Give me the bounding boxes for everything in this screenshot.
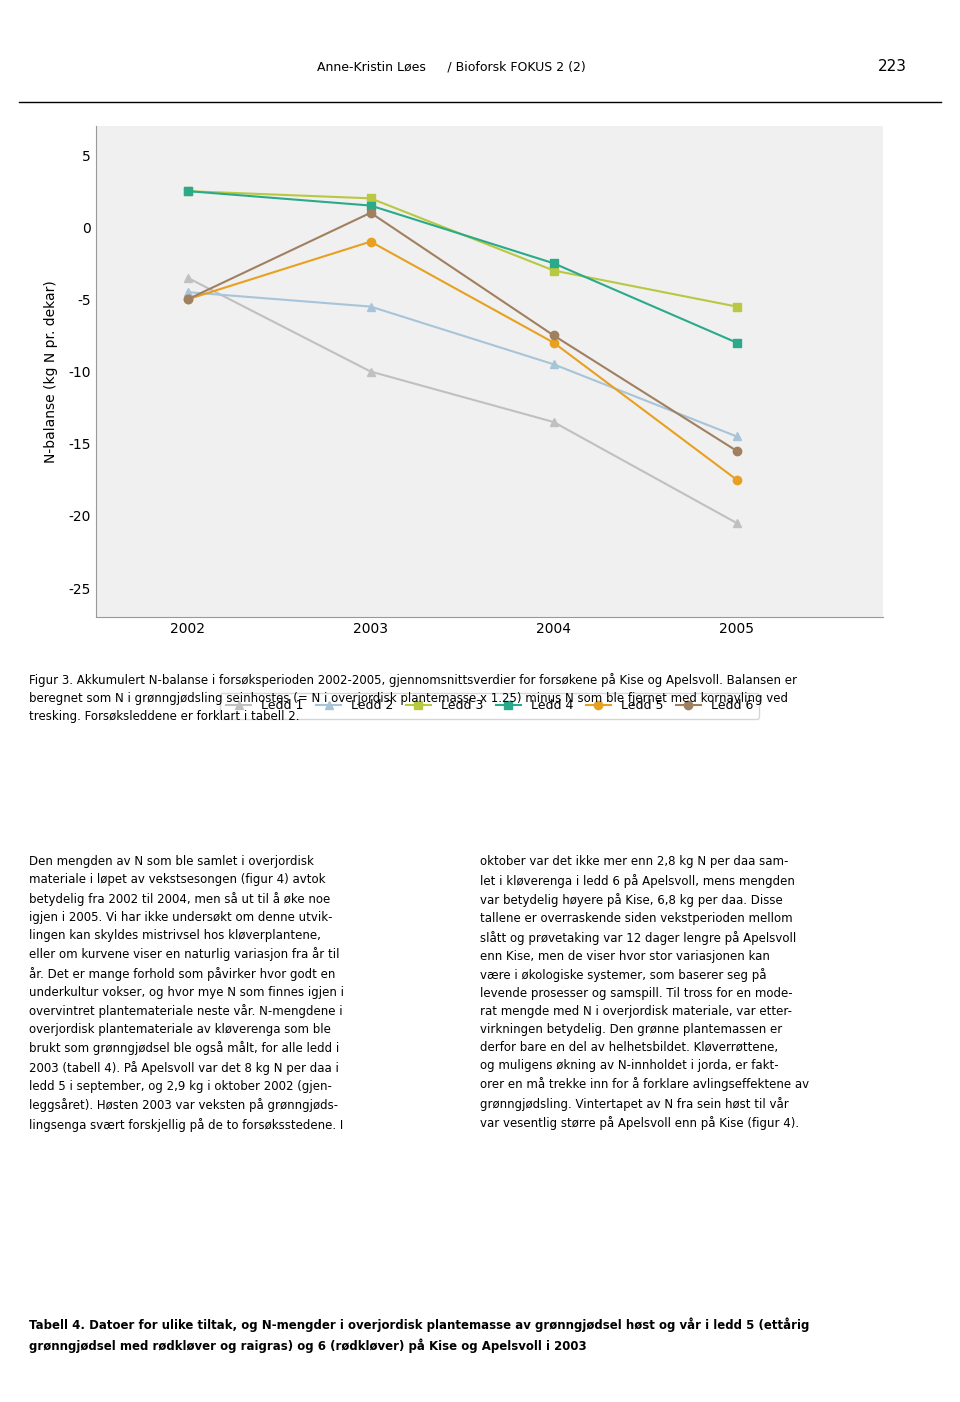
Text: 223: 223 <box>878 59 907 74</box>
Legend: Ledd 1, Ledd 2, Ledd 3, Ledd 4, Ledd 5, Ledd 6: Ledd 1, Ledd 2, Ledd 3, Ledd 4, Ledd 5, … <box>220 693 759 719</box>
Text: Anne-Kristin Løes        / Bioforsk FOKUS 2 (2): Anne-Kristin Løes / Bioforsk FOKUS 2 (2) <box>317 60 586 73</box>
Text: Den mengden av N som ble samlet i overjordisk
materiale i løpet av vekstsesongen: Den mengden av N som ble samlet i overjo… <box>29 855 344 1131</box>
Text: Tabell 4. Datoer for ulike tiltak, og N-mengder i overjordisk plantemasse av grø: Tabell 4. Datoer for ulike tiltak, og N-… <box>29 1318 809 1353</box>
Text: oktober var det ikke mer enn 2,8 kg N per daa sam-
let i kløverenga i ledd 6 på : oktober var det ikke mer enn 2,8 kg N pe… <box>480 855 809 1130</box>
Text: Figur 3. Akkumulert N-balanse i forsøksperioden 2002-2005, gjennomsnittsverdier : Figur 3. Akkumulert N-balanse i forsøksp… <box>29 673 797 723</box>
Y-axis label: N-balanse (kg N pr. dekar): N-balanse (kg N pr. dekar) <box>43 280 58 463</box>
